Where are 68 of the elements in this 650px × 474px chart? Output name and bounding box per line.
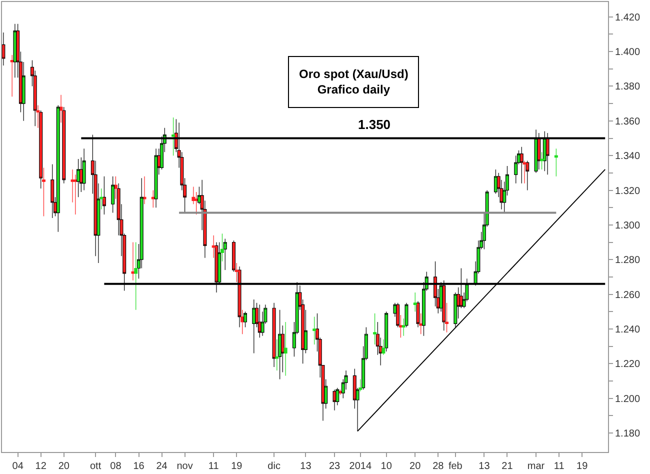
y-tick-label: 1.200 bbox=[615, 394, 640, 405]
x-tick-label: 11 bbox=[208, 461, 220, 472]
candlestick bbox=[56, 105, 60, 232]
y-tick-label: 1.280 bbox=[615, 255, 640, 266]
x-tick-label: 23 bbox=[328, 461, 341, 472]
x-tick-label: mar bbox=[527, 461, 546, 472]
x-tick-label: 2014 bbox=[349, 461, 372, 472]
candlestick bbox=[332, 389, 336, 411]
x-tick-label: 08 bbox=[110, 461, 122, 472]
candlestick bbox=[312, 316, 316, 345]
x-tick-label: feb bbox=[448, 461, 463, 472]
x-tick-label: 11 bbox=[554, 461, 565, 472]
candlestick bbox=[13, 24, 17, 78]
y-tick-label: 1.380 bbox=[615, 82, 640, 93]
candlestick bbox=[520, 146, 524, 184]
x-tick-label: 13 bbox=[478, 461, 490, 472]
y-tick-label: 1.240 bbox=[615, 324, 640, 336]
candlestick bbox=[82, 148, 86, 191]
candlestick bbox=[494, 169, 498, 194]
candlestick bbox=[252, 299, 256, 354]
x-tick-label: 19 bbox=[231, 461, 243, 472]
x-tick-label: 10 bbox=[380, 461, 392, 472]
candlestick bbox=[384, 311, 388, 352]
x-tick-label: nov bbox=[176, 461, 193, 472]
x-tick-label: 20 bbox=[410, 461, 422, 472]
candlestick bbox=[131, 242, 135, 281]
x-tick-label: dic bbox=[268, 461, 280, 472]
y-tick-label: 1.320 bbox=[615, 186, 640, 197]
candlestick bbox=[2, 32, 6, 66]
candlestick bbox=[134, 242, 138, 310]
candlestick bbox=[244, 311, 247, 328]
annotation: 1.350 bbox=[358, 117, 391, 132]
y-tick-label: 1.360 bbox=[615, 116, 640, 128]
y-tick-label: 1.180 bbox=[615, 428, 640, 440]
candlestick bbox=[284, 322, 288, 376]
x-tick-label: 12 bbox=[35, 461, 47, 472]
y-tick-label: 1.340 bbox=[615, 151, 640, 162]
candlestick bbox=[111, 176, 115, 214]
y-tick-label: 1.300 bbox=[615, 220, 640, 232]
x-tick-label: 20 bbox=[58, 461, 70, 472]
candlestick bbox=[373, 313, 377, 345]
x-tick-label: 21 bbox=[502, 461, 514, 472]
y-tick-label: 1.400 bbox=[615, 47, 640, 58]
x-tick-label: 16 bbox=[133, 461, 145, 472]
x-tick-label: 19 bbox=[576, 461, 588, 472]
candlestick bbox=[413, 292, 417, 312]
candlestick bbox=[102, 176, 106, 215]
candlestick bbox=[278, 310, 282, 380]
y-tick-label: 1.420 bbox=[615, 12, 640, 24]
candlestick bbox=[50, 164, 54, 218]
candlestick bbox=[76, 158, 80, 198]
candlestick bbox=[142, 176, 146, 204]
x-tick-label: 24 bbox=[156, 461, 168, 472]
x-tick-label: ott bbox=[90, 461, 102, 472]
y-tick-label: 1.260 bbox=[615, 290, 640, 301]
candlestick bbox=[554, 148, 558, 177]
y-tick-label: 1.220 bbox=[615, 359, 640, 370]
candlestick bbox=[526, 160, 530, 191]
text: Oro spot (Xau/Usd) Grafico daily bbox=[299, 67, 408, 97]
candlestick bbox=[258, 304, 262, 338]
candlestick bbox=[151, 190, 155, 208]
candlestick bbox=[272, 302, 276, 368]
candlestick bbox=[154, 148, 158, 208]
candlestick bbox=[10, 54, 14, 97]
x-tick-label: 28 bbox=[432, 461, 444, 472]
x-tick-label: 13 bbox=[300, 461, 312, 472]
candlestick bbox=[172, 117, 176, 156]
x-tick-label: 04 bbox=[12, 461, 24, 472]
